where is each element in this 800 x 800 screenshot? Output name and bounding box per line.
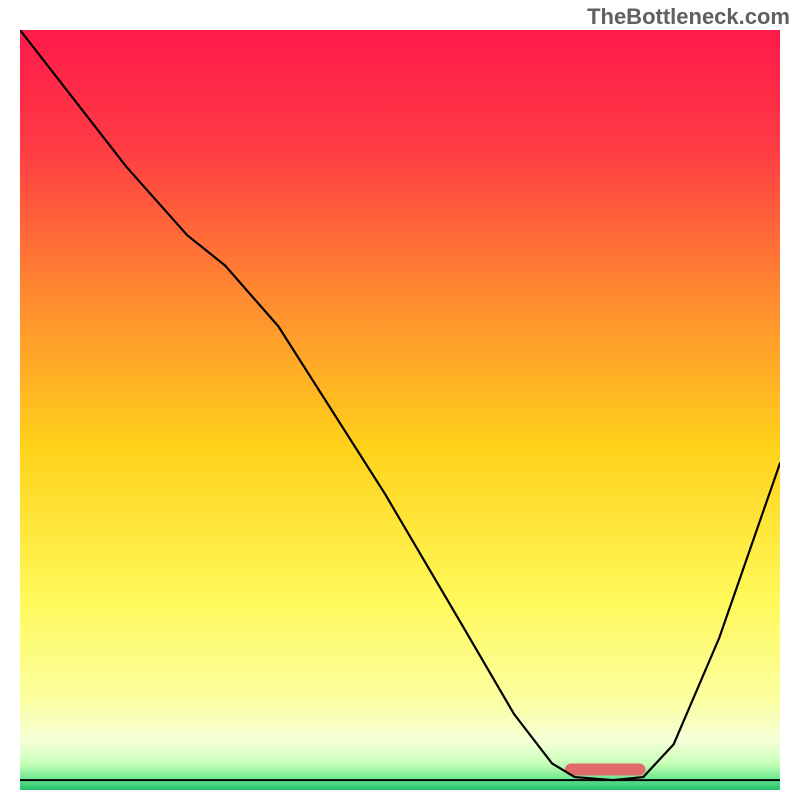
bottleneck-chart — [20, 30, 780, 790]
attribution-text: TheBottleneck.com — [587, 4, 790, 30]
bottleneck-curve — [20, 30, 780, 780]
chart-plot — [20, 30, 780, 790]
